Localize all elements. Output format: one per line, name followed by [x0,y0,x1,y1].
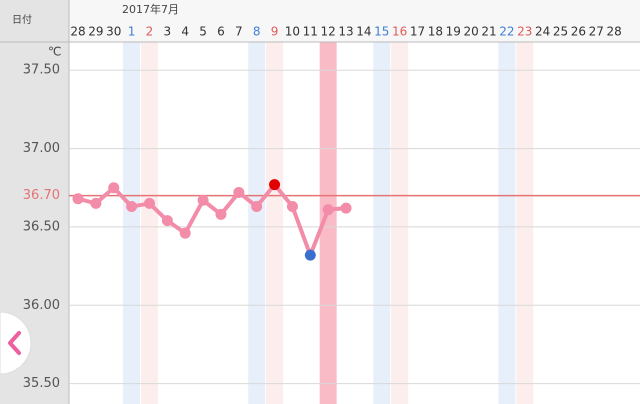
x-tick-label: 5 [199,25,207,39]
temperature-line [77,182,347,258]
x-tick-label: 25 [553,25,568,39]
day-band [498,42,516,404]
temperature-point [215,208,227,220]
y-unit: ℃ [48,45,61,59]
temperature-point [179,227,191,239]
temperature-point [322,204,334,216]
day-band [516,42,534,404]
x-tick-label: 8 [253,25,261,39]
header-bg [0,0,640,42]
prev-button[interactable] [0,311,32,375]
x-tick-label: 28 [606,25,621,39]
day-band [140,42,158,404]
y-tick-label: 37.00 [23,141,60,156]
temperature-point [304,249,316,261]
x-tick-label: 23 [517,25,532,39]
temperature-point [143,197,155,209]
x-tick-label: 12 [321,25,336,39]
reference-label: 36.70 [23,188,60,203]
temperature-point [126,201,138,213]
x-tick-label: 15 [374,25,389,39]
temperature-point [286,201,298,213]
x-tick-label: 10 [285,25,300,39]
x-tick-label: 4 [181,25,189,39]
y-tick-label: 35.50 [23,376,60,391]
x-tick-label: 1 [128,25,136,39]
temperature-point [108,182,120,194]
x-tick-label: 17 [410,25,425,39]
x-tick-label: 19 [446,25,461,39]
day-band [391,42,409,404]
x-tick-label: 24 [535,25,550,39]
date-label: 日付 [12,13,32,26]
day-band [373,42,391,404]
temperature-point [72,193,84,205]
x-tick-label: 22 [499,25,514,39]
day-band [123,42,141,404]
x-tick-label: 11 [303,25,318,39]
x-tick-label: 2 [146,25,154,39]
month-title: 2017年7月 [122,2,179,16]
y-tick-label: 36.50 [23,219,60,234]
x-tick-label: 21 [481,25,496,39]
day-band [266,42,284,404]
x-tick-label: 13 [338,25,353,39]
temperature-point [233,186,245,198]
x-tick-label: 20 [463,25,478,39]
temperature-point [90,197,102,209]
x-tick-label: 14 [356,25,371,39]
x-tick-label: 9 [271,25,279,39]
x-tick-label: 7 [235,25,243,39]
y-tick-label: 37.50 [23,63,60,78]
x-tick-label: 26 [571,25,586,39]
temperature-point [269,179,281,191]
temperature-point [340,202,352,214]
x-tick-label: 28 [70,25,85,39]
day-band [248,42,266,404]
temperature-point [251,201,263,213]
temperature-point [197,194,209,206]
x-tick-label: 30 [106,25,121,39]
x-tick-label: 16 [392,25,407,39]
x-tick-label: 27 [589,25,604,39]
y-tick-label: 36.00 [23,298,60,313]
x-tick-label: 3 [164,25,172,39]
temperature-point [161,215,173,227]
x-tick-label: 29 [88,25,103,39]
x-tick-label: 6 [217,25,225,39]
prev-arrow [8,331,21,355]
x-tick-label: 18 [428,25,443,39]
day-band [319,42,337,404]
